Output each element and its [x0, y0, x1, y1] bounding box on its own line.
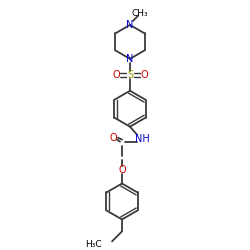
Text: O: O	[109, 133, 117, 143]
Text: CH₃: CH₃	[132, 10, 148, 18]
Text: S: S	[127, 70, 133, 80]
Text: O: O	[118, 164, 126, 174]
Text: N: N	[126, 54, 134, 64]
Text: H₃C: H₃C	[86, 240, 102, 249]
Text: N: N	[126, 20, 134, 30]
Text: O: O	[112, 70, 120, 80]
Text: NH: NH	[134, 134, 149, 144]
Text: O: O	[140, 70, 148, 80]
